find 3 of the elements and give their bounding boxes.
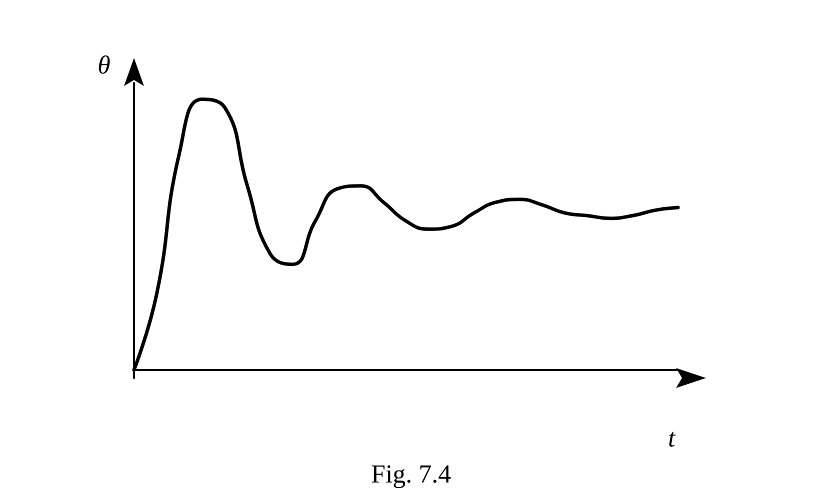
x-axis-title: t (668, 423, 676, 452)
caption: Fig. 7.4 (371, 460, 452, 488)
y-axis-title: θ (98, 50, 111, 80)
